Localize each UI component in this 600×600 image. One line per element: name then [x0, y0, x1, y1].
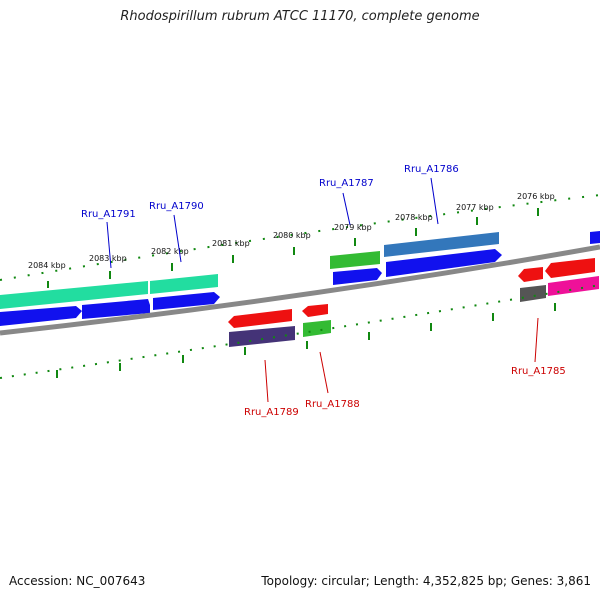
cds-feature[interactable]: [518, 267, 543, 282]
reverse-gene-labels: Rru_A1789 Rru_A1788 Rru_A1785: [244, 317, 566, 418]
gene-label[interactable]: Rru_A1790: [149, 201, 204, 212]
gene-feature[interactable]: [330, 251, 380, 269]
accession-text: Accession: NC_007643: [9, 574, 146, 588]
reverse-ruler: [0, 284, 600, 379]
gene-feature[interactable]: [548, 276, 599, 296]
gene-label[interactable]: Rru_A1788: [305, 399, 360, 410]
cds-feature[interactable]: [82, 299, 150, 319]
gene-label[interactable]: Rru_A1791: [81, 209, 136, 220]
reverse-features: [228, 258, 599, 347]
gene-feature[interactable]: [229, 326, 295, 347]
map-title: Rhodospirillum rubrum ATCC 11170, comple…: [120, 9, 480, 24]
gene-feature[interactable]: [303, 320, 331, 337]
cds-feature[interactable]: [153, 292, 220, 310]
forward-features: [0, 231, 600, 326]
cds-feature[interactable]: [228, 309, 292, 328]
genome-backbone: [0, 244, 600, 336]
gene-label[interactable]: Rru_A1786: [404, 164, 459, 175]
gene-feature[interactable]: [0, 281, 148, 309]
forward-gene-labels: Rru_A1791 Rru_A1790 Rru_A1787 Rru_A1786: [81, 164, 459, 269]
ruler-label: 2079 kbp: [334, 223, 372, 232]
gene-feature[interactable]: [520, 285, 546, 302]
ruler-labels: 2084 kbp 2083 kbp 2082 kbp 2081 kbp 2080…: [28, 192, 555, 270]
gene-label[interactable]: Rru_A1787: [319, 178, 374, 189]
gene-feature[interactable]: [150, 274, 218, 294]
ruler-label: 2078 kbp: [395, 213, 433, 222]
cds-feature[interactable]: [333, 268, 382, 285]
cds-feature[interactable]: [0, 306, 82, 326]
gene-label[interactable]: Rru_A1785: [511, 366, 566, 377]
gene-label[interactable]: Rru_A1789: [244, 407, 299, 418]
ruler-label: 2080 kbp: [273, 231, 311, 240]
ruler-label: 2083 kbp: [89, 254, 127, 263]
forward-ruler: [0, 194, 600, 288]
cds-feature[interactable]: [545, 258, 595, 278]
ruler-label: 2082 kbp: [151, 247, 189, 256]
ruler-label: 2081 kbp: [212, 239, 250, 248]
cds-feature[interactable]: [302, 304, 328, 317]
cds-feature[interactable]: [386, 249, 502, 277]
ruler-label: 2084 kbp: [28, 261, 66, 270]
genome-summary-text: Topology: circular; Length: 4,352,825 bp…: [261, 574, 591, 588]
ruler-label: 2076 kbp: [517, 192, 555, 201]
gene-feature[interactable]: [384, 232, 499, 257]
cds-feature[interactable]: [590, 231, 600, 244]
ruler-label: 2077 kbp: [456, 203, 494, 212]
